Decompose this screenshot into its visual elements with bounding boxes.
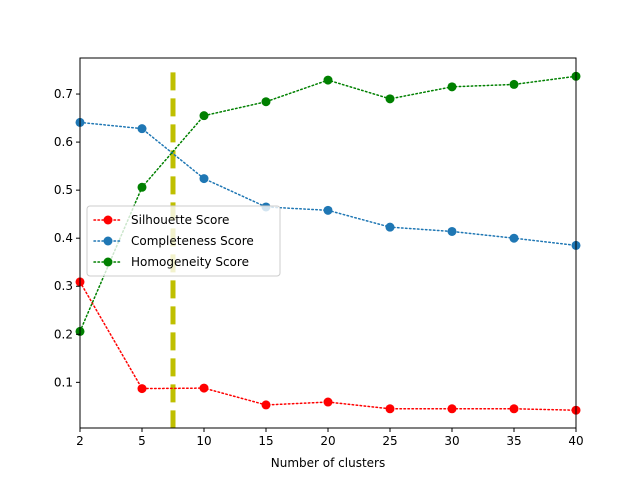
x-tick-label: 40 (568, 434, 583, 448)
legend-entry-silhouette-score: Silhouette Score (93, 213, 229, 227)
x-axis-label: Number of clusters (271, 456, 385, 470)
series-completeness-score (75, 117, 581, 250)
legend: Silhouette Score Completeness Score Homoge… (86, 205, 281, 277)
x-tick-label: 5 (138, 434, 146, 448)
data-point-silhouette-score (447, 404, 457, 414)
x-axis-ticks: 2 5 10 15 20 25 30 35 40 (76, 428, 584, 448)
y-tick-label: 0.1 (54, 375, 73, 389)
legend-label: Silhouette Score (131, 213, 229, 227)
data-point-silhouette-score (385, 404, 395, 414)
data-point-silhouette-score (199, 383, 209, 393)
data-point-silhouette-score (261, 400, 271, 410)
y-tick-label: 0.2 (54, 327, 73, 341)
data-point-completeness-score (137, 124, 147, 134)
legend-swatch-marker (103, 236, 113, 246)
data-point-homogeneity-score (323, 75, 333, 85)
y-tick-label: 0.3 (54, 279, 73, 293)
legend-label: Homogeneity Score (131, 255, 249, 269)
y-tick-label: 0.4 (54, 231, 73, 245)
data-point-homogeneity-score (261, 97, 271, 107)
series-layer (75, 71, 581, 415)
legend-entry-completeness-score: Completeness Score (93, 234, 254, 248)
data-point-silhouette-score (137, 384, 147, 394)
data-point-homogeneity-score (509, 79, 519, 89)
legend-label: Completeness Score (131, 234, 254, 248)
data-point-completeness-score (385, 222, 395, 232)
legend-box (86, 205, 281, 277)
x-tick-label: 2 (76, 434, 84, 448)
data-point-homogeneity-score (447, 82, 457, 92)
data-point-silhouette-score (323, 397, 333, 407)
x-tick-label: 10 (196, 434, 211, 448)
data-point-silhouette-score (509, 404, 519, 414)
x-tick-label: 35 (506, 434, 521, 448)
legend-entry-homogeneity-score: Homogeneity Score (93, 255, 249, 269)
legend-swatch-marker (103, 257, 113, 267)
x-tick-label: 20 (320, 434, 335, 448)
data-point-completeness-score (447, 226, 457, 236)
y-tick-label: 0.5 (54, 183, 73, 197)
y-tick-label: 0.7 (54, 87, 73, 101)
data-point-homogeneity-score (137, 182, 147, 192)
data-point-completeness-score (509, 233, 519, 243)
x-tick-label: 15 (258, 434, 273, 448)
y-axis-ticks: 0.1 0.2 0.3 0.4 0.5 0.6 0.7 (54, 87, 80, 389)
data-point-homogeneity-score (385, 94, 395, 104)
legend-swatch-marker (103, 215, 113, 225)
data-point-completeness-score (199, 174, 209, 184)
y-tick-label: 0.6 (54, 135, 73, 149)
data-point-homogeneity-score (199, 111, 209, 121)
data-point-completeness-score (323, 205, 333, 215)
x-tick-label: 30 (444, 434, 459, 448)
x-tick-label: 25 (382, 434, 397, 448)
series-silhouette-score (75, 277, 581, 415)
series-homogeneity-score (75, 71, 581, 336)
